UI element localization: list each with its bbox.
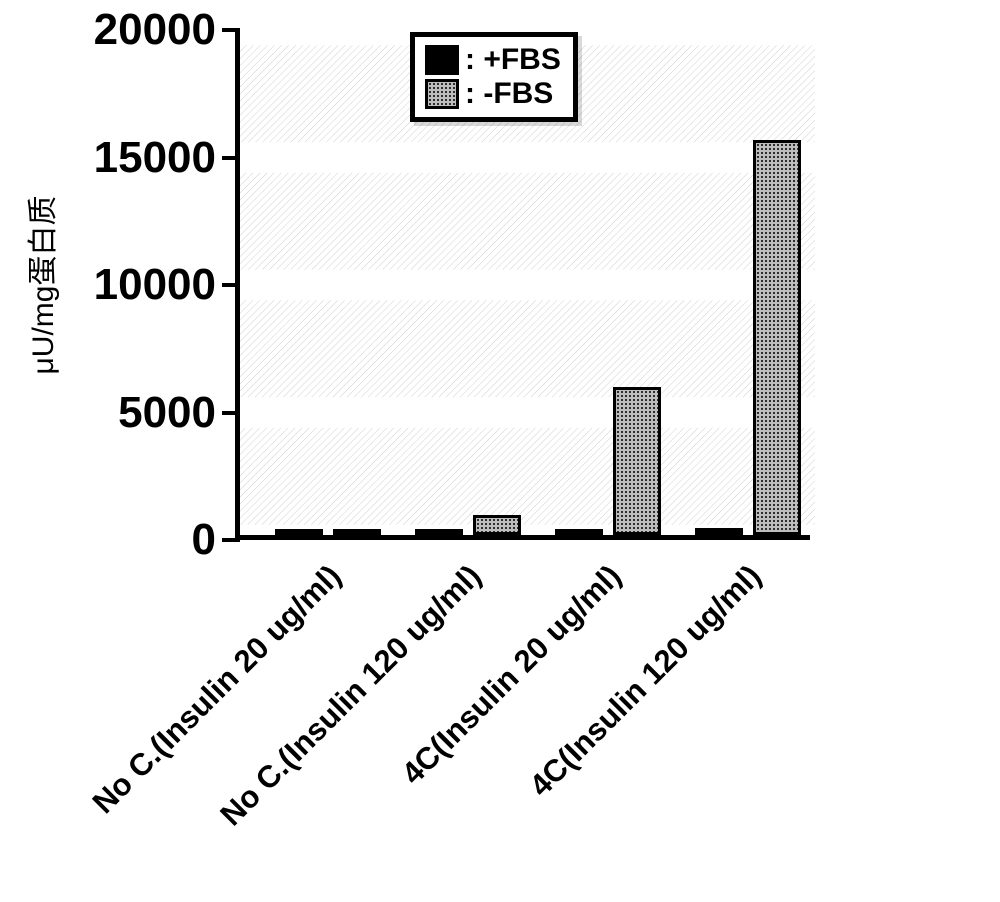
- y-tick-label: 15000: [94, 133, 240, 183]
- bar-plusFBS: [695, 528, 743, 535]
- legend-swatch: [425, 79, 459, 109]
- y-tick-label: 20000: [94, 5, 240, 55]
- y-tick-label: 0: [192, 515, 240, 565]
- bar-plusFBS: [415, 529, 463, 535]
- x-category-label: No C.(Insulin 120 ug/ml): [213, 558, 488, 833]
- legend-label: : +FBS: [465, 43, 561, 77]
- x-category-label: 4C(Insulin 120 ug/ml): [522, 558, 768, 804]
- bar-minusFBS: [333, 529, 381, 535]
- bar-plusFBS: [555, 529, 603, 535]
- bar-minusFBS: [753, 140, 801, 535]
- bar-minusFBS: [473, 515, 521, 535]
- legend-row: : -FBS: [425, 77, 561, 111]
- legend: : +FBS: -FBS: [410, 32, 578, 122]
- x-category-label: No C.(Insulin 20 ug/ml): [85, 558, 348, 821]
- chart-container: 0 5000 10000 15000 20000 μU/mg蛋白质 : +FBS: -F…: [0, 0, 1000, 902]
- legend-label: : -FBS: [465, 77, 553, 111]
- bar-plusFBS: [275, 529, 323, 535]
- y-axis-title: μU/mg蛋白质: [18, 196, 62, 375]
- legend-swatch: [425, 45, 459, 75]
- y-tick-label: 5000: [118, 388, 240, 438]
- legend-row: : +FBS: [425, 43, 561, 77]
- bar-minusFBS: [613, 387, 661, 535]
- y-tick-label: 10000: [94, 260, 240, 310]
